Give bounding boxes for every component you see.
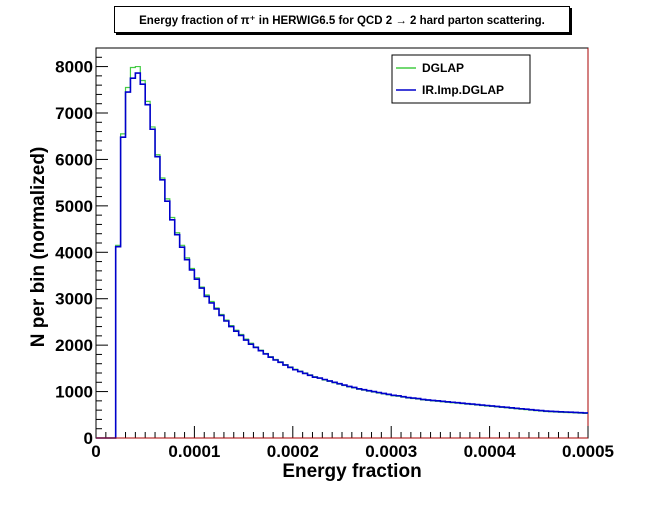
- y-tick-label: 2000: [55, 336, 93, 355]
- x-tick-label: 0.0002: [267, 442, 319, 461]
- y-tick-label: 4000: [55, 243, 93, 262]
- y-tick-label: 0: [84, 429, 93, 448]
- x-tick-label: 0: [91, 442, 100, 461]
- y-axis-tick-labels: 0 1000 2000 3000 4000 5000 6000 7000 8000: [55, 58, 93, 448]
- x-tick-label: 0.0003: [365, 442, 417, 461]
- x-tick-label: 0.0001: [168, 442, 220, 461]
- y-tick-label: 6000: [55, 150, 93, 169]
- plot-frame: [95, 47, 589, 439]
- legend-label-ir-imp-dglap: IR.Imp.DGLAP: [422, 83, 504, 97]
- x-axis-title: Energy fraction: [282, 461, 421, 482]
- series-ir-imp-dglap-line: [96, 72, 588, 439]
- x-axis-tick-labels: 0 0.0001 0.0002 0.0003 0.0004 0.0005: [91, 442, 614, 461]
- legend-box: [391, 54, 531, 104]
- x-axis-ticks: [95, 426, 589, 438]
- y-tick-label: 3000: [55, 290, 93, 309]
- y-axis-ticks: [96, 47, 108, 439]
- x-tick-label: 0.0004: [464, 442, 517, 461]
- y-tick-label: 8000: [55, 58, 93, 77]
- legend-label-dglap: DGLAP: [422, 61, 464, 75]
- y-tick-label: 1000: [55, 383, 93, 402]
- y-axis-title: N per bin (normalized): [28, 147, 49, 348]
- y-tick-label: 7000: [55, 104, 93, 123]
- series-dglap-line: [96, 65, 588, 439]
- legend: DGLAP IR.Imp.DGLAP: [391, 54, 531, 104]
- y-tick-label: 5000: [55, 197, 93, 216]
- chart-title: Energy fraction of π⁺ in HERWIG6.5 for Q…: [114, 6, 570, 33]
- x-tick-label: 0.0005: [562, 442, 614, 461]
